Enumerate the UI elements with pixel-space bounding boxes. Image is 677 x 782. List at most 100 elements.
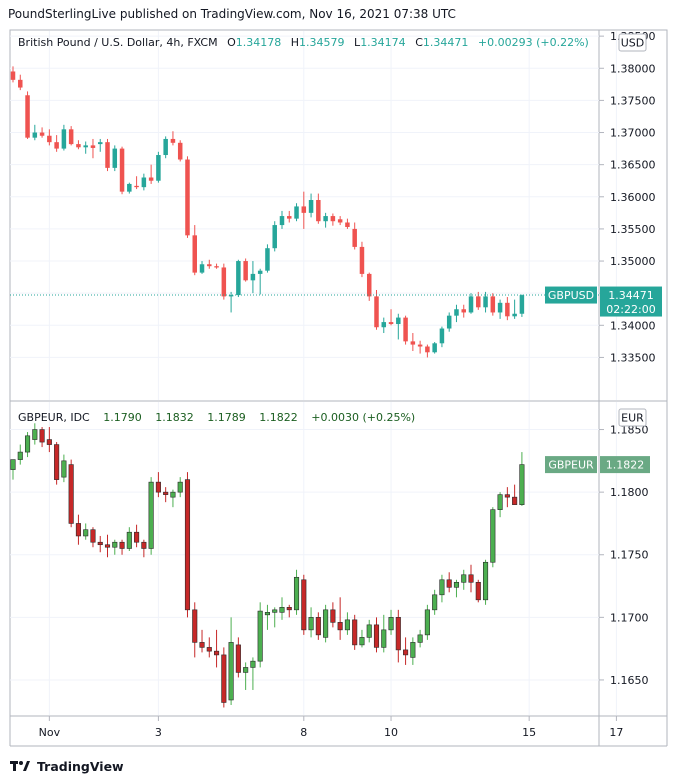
gbpusd-candle-body: [170, 138, 176, 143]
gbpeur-candle-body: [461, 574, 467, 583]
gbpeur-candle-body: [90, 529, 96, 543]
gbpeur-symbol-tag-label: GBPEUR: [548, 459, 594, 472]
gbpusd-candle-body: [127, 183, 132, 192]
gbpusd-candle-body: [10, 71, 16, 80]
gbpusd-candle-body: [403, 317, 408, 342]
gbpusd-candle-body: [141, 177, 147, 188]
time-tick-label: 3: [155, 726, 162, 739]
gbpusd-tick-label: 1.36500: [610, 159, 656, 172]
ohlc-l-value: 1.34174: [360, 36, 406, 49]
grid-top-pane: [10, 31, 617, 400]
gbpeur-tick-label: 1.1800: [610, 486, 649, 499]
gbpusd-candle-body: [345, 222, 350, 227]
gbpeur-candle-body: [170, 491, 176, 498]
gbpusd-candle-body: [90, 145, 96, 148]
gbpeur-tick-label: 1.1850: [610, 424, 649, 437]
gbpusd-candle-body: [265, 248, 270, 271]
gbpeur-last-price: 1.1822: [606, 459, 645, 472]
gbpeur-candle-body: [301, 579, 307, 631]
ohlc-c-value: 1.34471: [423, 36, 469, 49]
ohlc-o-label: O: [227, 36, 236, 49]
gbpusd-candle-body: [417, 344, 423, 347]
gbpeur-candle-body: [344, 619, 350, 631]
gbpeur-legend: GBPEUR, IDC 1.1790 1.1832 1.1789 1.1822 …: [18, 411, 415, 424]
gbpeur-candle-body: [381, 629, 387, 648]
ohlc-h-value: 1.34579: [299, 36, 345, 49]
tradingview-wordmark: TradingView: [37, 758, 124, 774]
gbpusd-tick-label: 1.36000: [610, 191, 656, 204]
gbpeur-candle-body: [39, 429, 45, 443]
gbpusd-candle-body: [425, 346, 430, 353]
gbpeur-candle-body: [192, 609, 198, 643]
gbpeur-tick-label: 1.1750: [610, 549, 649, 562]
gbpusd-candle-body: [337, 219, 343, 223]
gbpusd-candle-body: [148, 177, 154, 181]
time-tick-label: 17: [609, 726, 623, 739]
gbpusd-candle-body: [476, 296, 481, 308]
gbpusd-candle-body: [236, 261, 241, 296]
gbpeur-high: 1.1832: [155, 411, 194, 424]
gbpeur-candle-body: [293, 576, 300, 611]
gbpusd-candle-body: [410, 341, 416, 345]
gbpeur-candle-body: [424, 609, 430, 636]
ohlc-l-label: L: [354, 36, 361, 49]
gbpeur-candle-body: [235, 644, 241, 673]
gbpeur-candle-body: [330, 609, 336, 623]
gbpeur-candle-body: [163, 491, 169, 495]
gbpusd-candle-body: [76, 144, 81, 148]
usd-currency-label: USD: [621, 37, 645, 50]
gbpeur-candle-body: [279, 607, 285, 613]
gbpusd-candle-body: [359, 246, 365, 274]
gbpusd-candle-body: [68, 129, 74, 145]
gbpeur-candle-body: [337, 622, 343, 631]
gbpeur-candle-body: [482, 561, 489, 601]
gbpeur-candle-body: [243, 667, 249, 673]
gbpeur-candle-body: [32, 429, 38, 440]
gbpeur-candle-body: [468, 574, 474, 583]
gbpeur-candle-body: [395, 617, 401, 651]
gbpeur-candle-body: [250, 660, 256, 668]
gbpusd-tick-label: 1.34000: [610, 319, 656, 332]
gbpusd-candle-body: [301, 206, 307, 213]
gbpeur-symbol-tag: [545, 456, 597, 474]
gbpeur-last-price-tag: [600, 456, 650, 474]
eur-currency-badge[interactable]: [618, 408, 647, 427]
gbpeur-candle-body: [54, 444, 60, 480]
gbpeur-candles: [10, 423, 525, 708]
tradingview-footer[interactable]: TradingView: [10, 756, 124, 776]
gbpusd-candle-body: [323, 216, 328, 222]
gbpeur-candle-body: [148, 481, 154, 549]
usd-currency-badge[interactable]: [618, 33, 647, 52]
gbpusd-candle-body: [228, 295, 234, 297]
gbpusd-candle-body: [374, 296, 379, 328]
gbpusd-candle-body: [483, 296, 488, 308]
gbpeur-candle-body: [46, 439, 52, 445]
gbpeur-candle-body: [490, 509, 496, 563]
gbpeur-tick-label: 1.1650: [610, 674, 649, 687]
gbpusd-candle-body: [105, 142, 110, 168]
gbpusd-candle-body: [163, 138, 168, 156]
gbpeur-candle-body: [323, 609, 329, 638]
ohlc-c-label: C: [415, 36, 423, 49]
gbpusd-legend: British Pound / U.S. Dollar, 4h, FXCM O1…: [18, 36, 589, 49]
gbpusd-candle-body: [330, 216, 336, 222]
gbpeur-candle-body: [214, 650, 220, 656]
tradingview-logo-icon: [10, 761, 30, 771]
gbpeur-candle-body: [512, 496, 518, 505]
gbpeur-candle-body: [68, 464, 74, 524]
gbpeur-candle-body: [104, 544, 111, 548]
gbpusd-tick-label: 1.33500: [610, 351, 656, 364]
time-tick-label: Nov: [39, 726, 61, 739]
gbpusd-candle-body: [497, 302, 503, 313]
gbpeur-candle-body: [119, 541, 125, 549]
gbpeur-candle-body: [17, 451, 23, 460]
gbpeur-candle-body: [388, 617, 394, 631]
gbpeur-candle-body: [272, 609, 278, 613]
gbpusd-last-price: 1.34471: [608, 289, 654, 302]
gbpusd-candle-body: [446, 315, 452, 329]
gbpusd-candle-body: [185, 159, 190, 236]
gbpusd-candle-body: [316, 200, 321, 222]
gbpeur-candle-body: [221, 654, 227, 703]
gbpusd-symbol-tag: [545, 286, 597, 304]
